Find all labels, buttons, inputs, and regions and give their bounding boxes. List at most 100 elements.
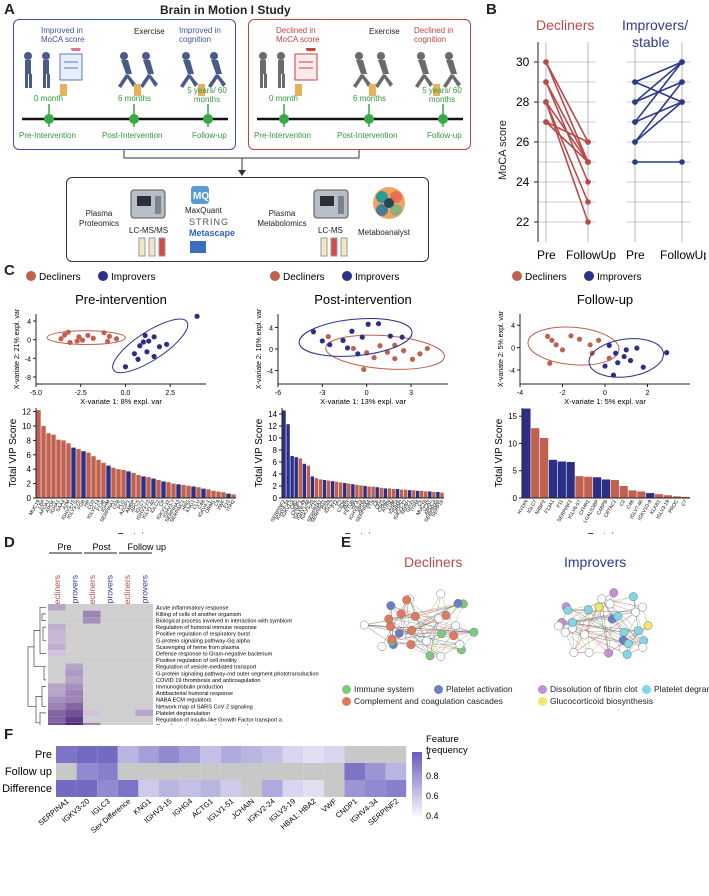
vip-bar xyxy=(403,489,408,498)
improved-phase-0: Pre-Intervention xyxy=(19,131,76,140)
network-node xyxy=(631,607,641,617)
improved-group-box: Improved in MoCA score Exercise Improved… xyxy=(13,19,236,150)
heatmap-column-label: Improvers xyxy=(104,575,114,613)
heatmap-cell xyxy=(100,689,118,697)
vip-bar xyxy=(176,484,181,498)
scatter-point xyxy=(371,355,377,361)
heatmap-cell xyxy=(100,650,118,657)
heatmap-row-label: G-protein signaling pathway-rod outer se… xyxy=(156,671,319,677)
vip-bar xyxy=(548,459,558,498)
colorbar-step xyxy=(412,760,422,763)
svg-text:MQ: MQ xyxy=(193,191,209,202)
feature-cell xyxy=(385,746,407,763)
scatter-point xyxy=(104,338,111,345)
network-edge xyxy=(609,603,639,631)
vip-bar-label: C4B xyxy=(197,498,207,510)
scatter-point xyxy=(122,364,129,370)
heatmap-cell xyxy=(48,663,66,670)
dendrogram-branch xyxy=(39,712,46,725)
improvers-title-line1: Improvers/ xyxy=(622,17,688,33)
scatter-point xyxy=(568,333,574,339)
vip-bar xyxy=(601,479,611,498)
heatmap-cell xyxy=(83,696,101,703)
heatmap-cell xyxy=(135,683,153,690)
vip-bar xyxy=(420,490,424,498)
vip-bar xyxy=(539,438,549,498)
colorbar-step xyxy=(412,790,422,793)
heatmap-cell xyxy=(100,610,118,618)
vip-bar xyxy=(322,480,327,498)
vip-bar-label: LBP xyxy=(37,498,47,510)
heatmap-row-label: COVID 19 thrombosis and anticoagulation xyxy=(156,678,260,684)
vip-bar xyxy=(91,456,96,498)
heatmap-cell xyxy=(135,703,153,710)
heatmap-cell xyxy=(118,610,136,618)
vip-bar xyxy=(557,461,566,498)
scatter-point xyxy=(559,347,566,353)
feature-cell xyxy=(323,780,345,797)
scatter-point xyxy=(547,360,553,366)
improved-time-2: 5 years/ 60 months xyxy=(187,86,227,104)
scatter-title: Follow-up xyxy=(577,292,633,307)
scatter-C-pre: Pre-intervention -5.0 -2.5 0.0 2.5 4 0 -4 -8 X-va… xyxy=(14,292,206,406)
scatter-point xyxy=(58,336,64,342)
moca-point xyxy=(632,79,638,85)
x-axis-label: Proteins xyxy=(118,532,155,534)
feature-cell xyxy=(97,746,118,763)
network-edge xyxy=(626,625,649,655)
scatter-point xyxy=(545,333,551,339)
moca-point xyxy=(543,99,549,105)
improved-outcome-label: Improved in cognition xyxy=(179,26,221,44)
heatmap-column-label: Decliners xyxy=(52,575,62,610)
legend-item: Platelet degranulation xyxy=(642,684,709,694)
scatter-point xyxy=(384,349,390,355)
network-node xyxy=(597,594,607,604)
vip-bar xyxy=(637,491,646,498)
heatmap-cell xyxy=(118,703,136,710)
y-tick-label: 15 xyxy=(508,412,517,421)
vip-bar-label: SAA4 xyxy=(55,499,67,513)
network-node xyxy=(386,621,396,631)
x-tick-label: 0 xyxy=(603,390,607,397)
vip-bar xyxy=(51,434,56,498)
heatmap-cell xyxy=(135,689,153,697)
pipeline-connector xyxy=(123,150,360,176)
colorbar-step xyxy=(412,809,422,813)
colorbar-step xyxy=(412,798,422,802)
vip-bar-label: CP xyxy=(158,498,167,508)
feature-column-label: IGHG4 xyxy=(171,797,195,819)
legend-item: Dissolution of fibrin clot xyxy=(538,684,637,694)
feature-cell xyxy=(262,763,283,780)
improved-time-1: 6 months xyxy=(118,94,151,103)
vip-bar xyxy=(36,410,41,498)
legend-improvers-dot xyxy=(98,271,108,281)
heatmap-cell xyxy=(65,683,83,690)
x-tick-label: Pre xyxy=(537,248,556,260)
scatter-point xyxy=(596,337,602,343)
vip-bar xyxy=(363,486,367,498)
network-node xyxy=(560,627,570,637)
heatmap-row-label: Regulation of vesicle-mediated transport xyxy=(156,665,257,671)
heatmap-cell xyxy=(48,683,66,690)
feature-cell xyxy=(262,780,283,797)
declined-exercise-label: Exercise xyxy=(369,27,400,36)
protein-network xyxy=(554,588,653,659)
dendrogram-branch xyxy=(42,626,46,641)
vip-bar xyxy=(593,477,602,498)
scatter-point xyxy=(131,351,138,357)
y-tick-label: 6 xyxy=(27,451,32,460)
vip-bar xyxy=(302,463,306,498)
heatmap-cell xyxy=(118,722,136,725)
scatter-point xyxy=(74,338,80,344)
network-node xyxy=(359,620,369,630)
improvers-title-line2: stable xyxy=(632,34,670,50)
network-node xyxy=(622,650,632,659)
network-edge xyxy=(388,618,474,633)
vip-bars-C-pre-vip: MUC19LBPAPOA1APOEIGHA1SAA4A2MIGHV3-15IGL… xyxy=(8,408,237,534)
vip-bar xyxy=(221,492,226,498)
vip-bar xyxy=(71,447,76,498)
y-tick-label: 10 xyxy=(22,422,31,431)
heatmap-cell xyxy=(100,722,118,725)
heatmap-cell xyxy=(48,623,66,631)
